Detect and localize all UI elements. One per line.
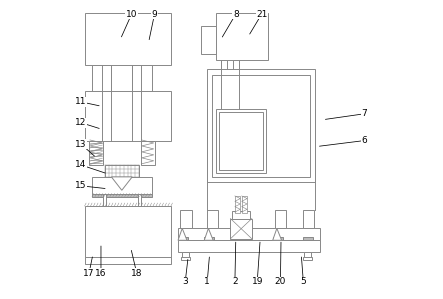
Bar: [206, 210, 218, 228]
Bar: [92, 193, 152, 196]
Text: 3: 3: [183, 277, 188, 286]
Text: 11: 11: [75, 97, 87, 106]
Bar: [89, 141, 103, 165]
Bar: [182, 251, 189, 258]
Bar: [303, 237, 313, 240]
Polygon shape: [204, 228, 213, 240]
Text: 16: 16: [95, 269, 107, 277]
Text: 7: 7: [361, 109, 367, 118]
Bar: [180, 210, 192, 228]
Bar: [85, 91, 171, 141]
Text: 15: 15: [75, 181, 87, 190]
Bar: [216, 13, 268, 60]
Text: 6: 6: [361, 136, 367, 145]
Bar: [218, 112, 263, 170]
Bar: [140, 141, 155, 165]
Text: 13: 13: [75, 140, 87, 149]
Text: 14: 14: [75, 161, 87, 170]
Text: 18: 18: [131, 269, 143, 277]
Bar: [303, 257, 312, 260]
Bar: [92, 65, 111, 91]
Bar: [105, 165, 139, 177]
Text: 10: 10: [126, 10, 137, 19]
Bar: [179, 240, 320, 252]
Text: 20: 20: [275, 277, 286, 286]
Bar: [221, 60, 226, 109]
Bar: [201, 26, 216, 54]
Text: 2: 2: [232, 277, 238, 286]
Bar: [178, 237, 188, 240]
Polygon shape: [273, 228, 282, 240]
Bar: [230, 219, 252, 239]
Bar: [303, 210, 314, 228]
Bar: [92, 177, 152, 195]
Bar: [132, 65, 152, 91]
Bar: [181, 257, 190, 260]
Bar: [233, 60, 239, 109]
Text: 17: 17: [83, 269, 95, 277]
Text: 1: 1: [204, 277, 210, 286]
Bar: [216, 109, 266, 173]
Text: 19: 19: [252, 277, 263, 286]
Bar: [85, 206, 171, 258]
Bar: [275, 210, 286, 228]
Bar: [212, 74, 310, 177]
Bar: [303, 251, 311, 258]
Text: 9: 9: [152, 10, 157, 19]
Text: 12: 12: [75, 118, 87, 127]
Bar: [103, 194, 106, 206]
Bar: [138, 194, 140, 206]
Text: 8: 8: [233, 10, 239, 19]
Bar: [204, 237, 214, 240]
Bar: [273, 237, 283, 240]
Bar: [85, 257, 171, 264]
Bar: [235, 196, 240, 213]
Bar: [206, 69, 315, 182]
Polygon shape: [111, 177, 132, 190]
Bar: [242, 196, 247, 213]
Text: 21: 21: [256, 10, 268, 19]
Bar: [85, 13, 171, 65]
Text: 5: 5: [300, 277, 306, 286]
Polygon shape: [178, 228, 187, 240]
Bar: [179, 228, 320, 240]
Bar: [232, 211, 250, 219]
